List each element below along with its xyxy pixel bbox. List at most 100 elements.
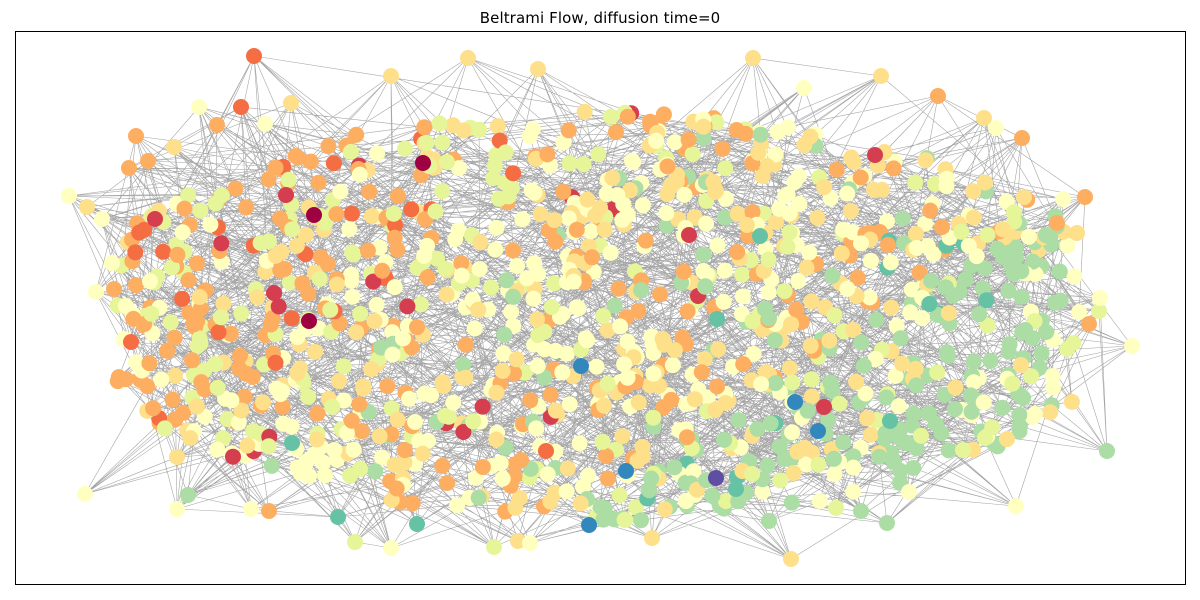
graph-node — [435, 378, 452, 395]
graph-node — [772, 472, 789, 489]
graph-node — [871, 448, 888, 465]
graph-node — [1092, 290, 1108, 306]
graph-node — [180, 272, 197, 289]
graph-node — [343, 266, 360, 283]
graph-node — [343, 412, 360, 429]
graph-node — [414, 445, 431, 462]
graph-node — [783, 551, 799, 567]
graph-node — [508, 351, 525, 368]
graph-node — [581, 517, 597, 533]
graph-node — [907, 360, 924, 377]
graph-node — [412, 296, 429, 313]
graph-node — [1024, 253, 1041, 270]
graph-node — [301, 313, 317, 329]
graph-node — [280, 171, 297, 188]
graph-node — [434, 134, 451, 151]
graph-node — [618, 463, 634, 479]
graph-node — [929, 364, 946, 381]
graph-node — [117, 297, 134, 314]
graph-node — [439, 475, 456, 491]
graph-node — [162, 314, 179, 331]
graph-node — [710, 341, 727, 358]
graph-node — [466, 320, 483, 337]
graph-node — [263, 457, 280, 474]
graph-node — [191, 289, 208, 305]
graph-node — [845, 483, 862, 500]
graph-node — [849, 269, 866, 286]
graph-node — [257, 116, 273, 132]
graph-node — [641, 482, 658, 499]
graph-node — [383, 426, 400, 443]
graph-node — [648, 132, 665, 149]
graph-node — [709, 311, 725, 327]
graph-node — [289, 149, 306, 166]
graph-node — [302, 153, 319, 170]
graph-node — [888, 318, 905, 334]
graph-node — [262, 316, 279, 333]
graph-node — [717, 160, 734, 177]
graph-node — [368, 296, 385, 313]
graph-node — [128, 277, 144, 294]
graph-node — [300, 388, 317, 405]
graph-node — [260, 171, 277, 188]
graph-node — [825, 450, 842, 467]
graph-node — [693, 364, 710, 381]
graph-node — [1042, 404, 1059, 421]
network-graph — [61, 48, 1140, 567]
graph-nodes — [61, 48, 1140, 567]
graph-node — [842, 203, 859, 219]
graph-node — [666, 134, 683, 151]
graph-node — [1014, 130, 1030, 146]
graph-node — [796, 80, 812, 96]
graph-node — [491, 132, 508, 149]
graph-node — [495, 345, 512, 362]
graph-node — [979, 317, 996, 334]
graph-node — [487, 241, 504, 258]
graph-node — [141, 355, 158, 372]
graph-node — [246, 48, 262, 64]
graph-node — [471, 121, 488, 138]
graph-node — [698, 266, 715, 283]
graph-node — [630, 394, 647, 411]
graph-node — [934, 219, 950, 235]
graph-node — [159, 342, 176, 359]
graph-node — [365, 273, 382, 290]
graph-node — [592, 200, 609, 216]
graph-node — [407, 414, 424, 430]
graph-node — [859, 410, 876, 427]
graph-node — [734, 266, 751, 283]
graph-node — [750, 144, 767, 161]
graph-node — [366, 313, 383, 330]
graph-node — [790, 273, 807, 289]
graph-node — [867, 351, 884, 367]
graph-node — [153, 371, 170, 388]
graph-node — [184, 352, 201, 369]
graph-node — [853, 334, 870, 351]
graph-node — [714, 140, 731, 157]
graph-node — [379, 378, 396, 395]
graph-node — [449, 497, 466, 514]
graph-node — [536, 341, 553, 358]
graph-node — [347, 534, 363, 550]
graph-node — [542, 386, 559, 403]
graph-node — [645, 345, 662, 361]
graph-node — [695, 246, 712, 263]
graph-node — [182, 430, 199, 447]
graph-node — [510, 533, 526, 549]
graph-node — [955, 442, 971, 458]
graph-node — [252, 235, 269, 251]
graph-node — [783, 494, 800, 511]
graph-node — [715, 293, 732, 310]
graph-node — [338, 424, 355, 441]
graph-node — [752, 126, 769, 143]
graph-node — [1033, 345, 1050, 362]
graph-node — [575, 156, 592, 173]
graph-node — [709, 237, 726, 254]
graph-node — [853, 503, 869, 519]
graph-node — [283, 418, 300, 435]
graph-node — [513, 452, 529, 469]
graph-node — [492, 455, 509, 472]
graph-node — [728, 481, 744, 497]
graph-node — [169, 246, 186, 263]
graph-node — [474, 459, 491, 475]
